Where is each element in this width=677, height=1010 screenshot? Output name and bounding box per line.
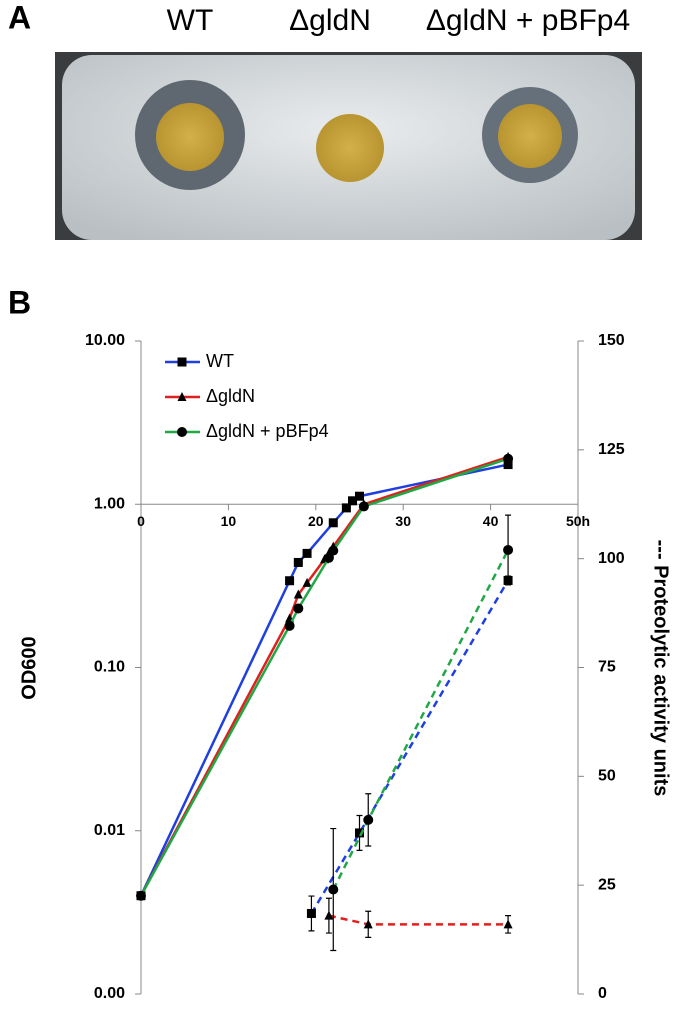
y2-tick-label: 75 [598, 659, 616, 676]
marker [348, 496, 358, 506]
marker [293, 589, 303, 599]
marker [341, 503, 351, 513]
marker [358, 501, 369, 512]
x-tick-label: 30 [395, 513, 411, 529]
panel-letter: A [8, 0, 31, 35]
x-tick-label: 0 [137, 513, 145, 529]
y-tick-label: 1.00 [94, 495, 125, 512]
strain-label: WT [167, 4, 214, 37]
marker [306, 908, 316, 918]
marker [324, 910, 334, 920]
x-tick-label: 20 [308, 513, 324, 529]
y2-axis-label: --- Proteolytic activity units [650, 540, 672, 797]
marker [285, 576, 295, 586]
y2-tick-label: 25 [598, 876, 616, 893]
legend-marker [177, 427, 187, 437]
y2-tick-label: 125 [598, 441, 625, 458]
marker [302, 548, 312, 558]
dashed-line [310, 579, 510, 915]
marker [355, 491, 364, 501]
y2-tick-label: 150 [598, 332, 625, 349]
marker [328, 884, 339, 895]
y-tick-label: 0.01 [94, 822, 125, 839]
y2-tick-label: 0 [598, 985, 607, 1002]
y-tick-label: 10.00 [85, 332, 125, 349]
line [139, 457, 509, 897]
y-tick-label: 0.10 [94, 659, 125, 676]
legend-label: WT [206, 351, 234, 371]
strain-label: ΔgldN + pBFp4 [426, 4, 630, 37]
marker [503, 544, 514, 555]
marker [503, 460, 513, 470]
marker [503, 919, 513, 929]
legend-label: ΔgldN + pBFp4 [206, 421, 329, 441]
legend-label: ΔgldN [206, 386, 255, 406]
dashed-line [328, 914, 509, 926]
marker [328, 518, 338, 528]
y2-tick-label: 100 [598, 550, 625, 567]
marker [284, 620, 295, 631]
marker [293, 557, 303, 567]
strain-label: ΔgldN [289, 4, 371, 37]
x-tick-label: 10 [221, 513, 237, 529]
y2-tick-label: 50 [598, 768, 616, 785]
legend-marker [177, 357, 187, 367]
line [139, 463, 509, 897]
marker [136, 890, 146, 901]
y-tick-label: 0.00 [94, 985, 125, 1002]
plate-photo [55, 52, 642, 240]
marker [323, 552, 334, 563]
legend-marker [177, 392, 187, 401]
x-tick-label: 40 [483, 513, 499, 529]
panel-letter: B [8, 284, 31, 320]
marker [355, 828, 364, 838]
marker [293, 603, 304, 614]
marker [503, 453, 514, 464]
y-axis-label: OD600 [18, 636, 40, 699]
marker [302, 577, 312, 587]
marker [363, 814, 374, 825]
marker [363, 919, 373, 929]
marker [328, 545, 339, 556]
x-tick-label: 50h [566, 513, 590, 529]
